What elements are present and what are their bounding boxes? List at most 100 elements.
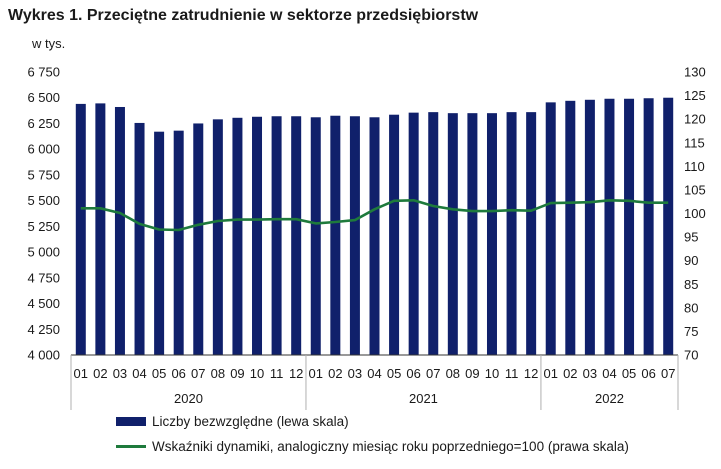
left-axis-tick-label: 4 500 bbox=[27, 296, 60, 311]
left-axis-tick-label: 6 750 bbox=[27, 65, 60, 80]
bar bbox=[291, 116, 302, 355]
x-axis-year-label: 2021 bbox=[409, 391, 438, 406]
x-axis-year-label: 2022 bbox=[595, 391, 624, 406]
legend-bars-label: Liczby bezwzględne (lewa skala) bbox=[152, 414, 349, 429]
right-axis-tick-label: 95 bbox=[684, 230, 698, 245]
bar bbox=[663, 97, 674, 356]
x-axis-month-label: 03 bbox=[348, 366, 362, 381]
left-axis-tick-label: 6 000 bbox=[27, 142, 60, 157]
x-axis-month-label: 11 bbox=[270, 366, 284, 381]
left-axis-tick-label: 5 750 bbox=[27, 167, 60, 182]
bar bbox=[154, 131, 165, 355]
left-axis-tick-label: 4 750 bbox=[27, 270, 60, 285]
bar bbox=[604, 98, 615, 356]
x-axis-month-label: 05 bbox=[152, 366, 166, 381]
x-axis-month-label: 09 bbox=[465, 366, 479, 381]
x-axis-month-label: 05 bbox=[387, 366, 401, 381]
x-axis-month-label: 10 bbox=[485, 366, 499, 381]
bar bbox=[75, 103, 86, 355]
x-axis-month-label: 01 bbox=[543, 366, 557, 381]
legend-line-label: Wskaźniki dynamiki, analogiczny miesiąc … bbox=[152, 439, 629, 454]
x-axis-month-label: 07 bbox=[661, 366, 675, 381]
right-axis-tick-label: 130 bbox=[684, 65, 706, 80]
x-axis-month-label: 08 bbox=[446, 366, 460, 381]
right-axis-tick-label: 110 bbox=[684, 159, 705, 174]
bar bbox=[643, 98, 654, 355]
x-axis-month-label: 02 bbox=[328, 366, 342, 381]
bar bbox=[252, 116, 263, 355]
x-axis-month-label: 07 bbox=[426, 366, 440, 381]
bar bbox=[310, 117, 321, 355]
right-axis-tick-label: 85 bbox=[684, 277, 698, 292]
bar bbox=[467, 113, 478, 355]
legend-item-bars: Liczby bezwzględne (lewa skala) bbox=[116, 414, 349, 429]
x-axis-month-label: 05 bbox=[622, 366, 636, 381]
x-axis-month-label: 09 bbox=[230, 366, 244, 381]
bar bbox=[565, 100, 576, 355]
x-axis-year-label: 2020 bbox=[174, 391, 203, 406]
left-axis-tick-label: 6 500 bbox=[27, 90, 60, 105]
x-axis-month-label: 04 bbox=[602, 366, 616, 381]
x-axis-month-label: 04 bbox=[367, 366, 381, 381]
left-axis-tick-label: 5 000 bbox=[27, 245, 60, 260]
bar bbox=[624, 98, 635, 356]
bar bbox=[408, 112, 419, 355]
bar bbox=[173, 130, 184, 355]
left-axis-unit-label: w tys. bbox=[32, 36, 66, 51]
right-axis-tick-label: 120 bbox=[684, 112, 706, 127]
right-axis-tick-label: 125 bbox=[684, 88, 706, 103]
bar bbox=[95, 103, 106, 356]
x-axis-month-label: 02 bbox=[93, 366, 107, 381]
bar bbox=[584, 99, 595, 355]
x-axis-month-label: 02 bbox=[563, 366, 577, 381]
right-axis-tick-label: 70 bbox=[684, 348, 698, 363]
right-axis-tick-label: 75 bbox=[684, 324, 698, 339]
bar bbox=[428, 112, 439, 355]
bar bbox=[134, 122, 145, 355]
x-axis-month-label: 03 bbox=[583, 366, 597, 381]
x-axis-month-label: 04 bbox=[132, 366, 146, 381]
bar bbox=[193, 123, 204, 355]
right-axis-tick-label: 115 bbox=[684, 135, 705, 150]
bar bbox=[369, 117, 380, 355]
right-axis-tick-label: 90 bbox=[684, 253, 698, 268]
left-axis-tick-label: 5 500 bbox=[27, 193, 60, 208]
right-axis-tick-label: 100 bbox=[684, 206, 706, 221]
x-axis-month-label: 01 bbox=[309, 366, 323, 381]
right-axis-tick-label: 105 bbox=[684, 182, 706, 197]
bar bbox=[212, 119, 223, 355]
bar bbox=[232, 117, 243, 355]
left-axis-tick-label: 4 000 bbox=[27, 348, 60, 363]
legend-bar-swatch bbox=[116, 417, 146, 426]
x-axis-month-label: 03 bbox=[113, 366, 127, 381]
left-axis-tick-label: 5 250 bbox=[27, 219, 60, 234]
bar bbox=[506, 112, 517, 355]
bar bbox=[389, 114, 400, 355]
legend-line-swatch bbox=[116, 445, 146, 448]
legend-item-line: Wskaźniki dynamiki, analogiczny miesiąc … bbox=[116, 439, 629, 454]
bar bbox=[114, 106, 125, 355]
x-axis-month-label: 08 bbox=[211, 366, 225, 381]
x-axis-month-label: 11 bbox=[505, 366, 519, 381]
bar bbox=[545, 102, 556, 355]
left-axis-tick-label: 4 250 bbox=[27, 322, 60, 337]
x-axis-month-label: 12 bbox=[289, 366, 303, 381]
x-axis-month-label: 01 bbox=[74, 366, 88, 381]
x-axis-month-label: 06 bbox=[171, 366, 185, 381]
x-axis-month-label: 06 bbox=[641, 366, 655, 381]
bar bbox=[330, 115, 341, 356]
chart-title: Wykres 1. Przeciętne zatrudnienie w sekt… bbox=[8, 7, 479, 24]
bar bbox=[349, 116, 360, 355]
x-axis-month-label: 07 bbox=[191, 366, 205, 381]
bar bbox=[486, 113, 497, 355]
bar bbox=[447, 113, 458, 355]
left-axis-tick-label: 6 250 bbox=[27, 116, 60, 131]
bar bbox=[271, 116, 282, 355]
bar bbox=[526, 112, 537, 355]
x-axis-month-label: 12 bbox=[524, 366, 538, 381]
dynamics-line bbox=[80, 199, 669, 232]
right-axis-tick-label: 80 bbox=[684, 300, 698, 315]
x-axis-month-label: 06 bbox=[406, 366, 420, 381]
x-axis-month-label: 10 bbox=[250, 366, 264, 381]
